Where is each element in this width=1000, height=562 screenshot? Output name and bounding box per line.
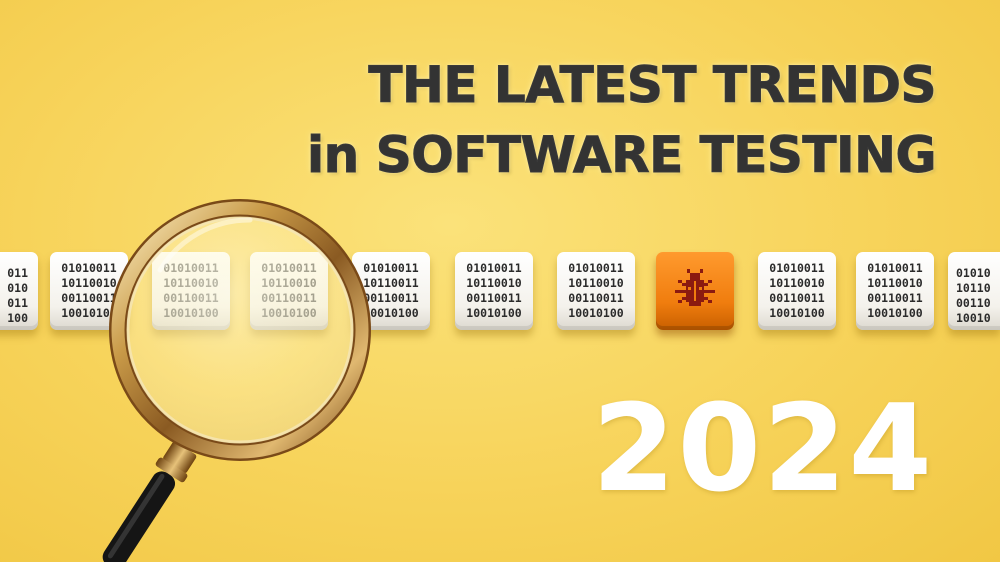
cube-line: 10010100 bbox=[568, 306, 624, 320]
cube-line: 00110011 bbox=[163, 291, 219, 305]
cube-line: 01010011 bbox=[163, 261, 219, 275]
cube-line: 01010011 bbox=[568, 261, 624, 275]
binary-cube-7: 01010011 10110010 00110011 10010100 bbox=[557, 252, 635, 330]
binary-cube-10: 01010 10110 00110 10010 bbox=[948, 252, 1000, 330]
year: 2024 bbox=[592, 380, 934, 519]
cube-line: 00110011 bbox=[261, 291, 317, 305]
bug-icon bbox=[675, 269, 715, 306]
cube-line: 01010011 bbox=[769, 261, 825, 275]
cube-line: 10110010 bbox=[466, 276, 522, 290]
cube-line: 01010011 bbox=[867, 261, 923, 275]
binary-cube-3: 01010011 10110010 00110011 10010100 bbox=[152, 252, 230, 330]
cube-line: 10110010 bbox=[867, 276, 923, 290]
cube-line: 10010100 bbox=[769, 306, 825, 320]
cube-line: 10010100 bbox=[867, 306, 923, 320]
cube-line: 011 bbox=[7, 296, 28, 310]
cube-line: 10010100 bbox=[61, 306, 117, 320]
bug-cube bbox=[656, 252, 734, 330]
headline: THE LATEST TRENDS in SOFTWARE TESTING bbox=[307, 50, 937, 190]
cube-line: 01010 bbox=[956, 266, 991, 280]
cube-line: 100 bbox=[7, 311, 28, 325]
cube-line: 01010011 bbox=[466, 261, 522, 275]
binary-cube-row: 011 010 011 100 01010011 10110010 001100… bbox=[0, 252, 1000, 342]
cube-line: 10110010 bbox=[568, 276, 624, 290]
binary-cube-5: 01010011 10110011 00110011 10010100 bbox=[352, 252, 430, 330]
cube-line: 10110010 bbox=[261, 276, 317, 290]
cube-line: 00110011 bbox=[568, 291, 624, 305]
cube-line: 10110010 bbox=[769, 276, 825, 290]
cube-line: 01010011 bbox=[61, 261, 117, 275]
cube-line: 10010 bbox=[956, 311, 991, 325]
cube-line: 00110011 bbox=[867, 291, 923, 305]
cube-line: 10010100 bbox=[261, 306, 317, 320]
binary-cube-4: 01010011 10110010 00110011 10010100 bbox=[250, 252, 328, 330]
cube-line: 10110 bbox=[956, 281, 991, 295]
cube-line: 10110010 bbox=[61, 276, 117, 290]
cube-line: 00110011 bbox=[466, 291, 522, 305]
binary-cube-8: 01010011 10110010 00110011 10010100 bbox=[758, 252, 836, 330]
cube-line: 10010100 bbox=[163, 306, 219, 320]
cube-line: 00110011 bbox=[363, 291, 419, 305]
binary-cube-6: 01010011 10110010 00110011 10010100 bbox=[455, 252, 533, 330]
cube-line: 01010011 bbox=[363, 261, 419, 275]
binary-cube-1: 011 010 011 100 bbox=[0, 252, 38, 330]
cube-line: 10110010 bbox=[163, 276, 219, 290]
headline-line-1: THE LATEST TRENDS bbox=[368, 56, 937, 115]
cube-line: 01010011 bbox=[261, 261, 317, 275]
cube-line: 011 bbox=[7, 266, 28, 280]
cube-line: 00110 bbox=[956, 296, 991, 310]
binary-cube-9: 01010011 10110010 00110011 10010100 bbox=[856, 252, 934, 330]
cube-line: 00110011 bbox=[769, 291, 825, 305]
headline-line-2: in SOFTWARE TESTING bbox=[307, 126, 937, 185]
cube-line: 010 bbox=[7, 281, 28, 295]
cube-line: 10110011 bbox=[363, 276, 419, 290]
binary-cube-2: 01010011 10110010 00110011 10010100 bbox=[50, 252, 128, 330]
cube-line: 00110011 bbox=[61, 291, 117, 305]
cube-line: 10010100 bbox=[466, 306, 522, 320]
cube-line: 10010100 bbox=[363, 306, 419, 320]
